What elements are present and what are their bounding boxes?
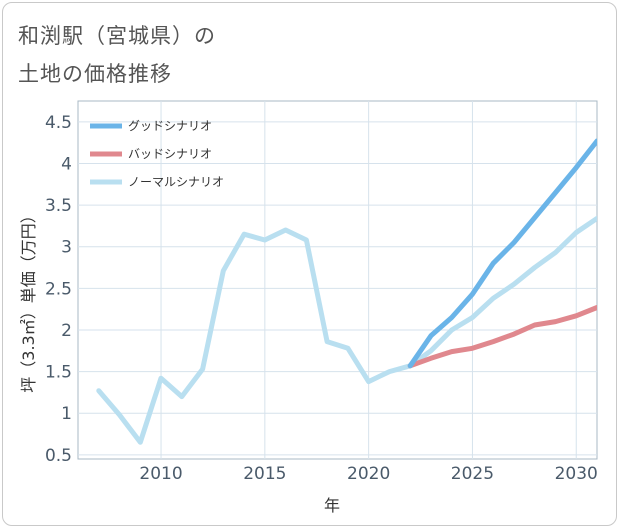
y-tick-label: 4 (61, 154, 72, 174)
y-tick-label: 4.5 (45, 113, 72, 133)
legend-item-bad-label: バッドシナリオ (128, 147, 212, 161)
legend-item-normal-label: ノーマルシナリオ (128, 175, 224, 189)
legend-item-good-label: グッドシナリオ (128, 119, 212, 133)
x-tick-label: 2025 (451, 464, 494, 484)
y-tick-label: 1.5 (45, 363, 72, 383)
x-tick-label: 2020 (347, 464, 390, 484)
y-tick-label: 2.5 (45, 279, 72, 299)
y-tick-labels: 0.5 1 1.5 2 2.5 3 3.5 4 4.5 (45, 113, 72, 466)
y-tick-label: 0.5 (45, 446, 72, 466)
good-scenario-line (407, 138, 597, 369)
y-tick-label: 2 (61, 321, 72, 341)
chart-title-line1: 和渕駅（宮城県）の (18, 24, 216, 48)
normal-scenario-line (96, 215, 597, 445)
x-tick-label: 2030 (555, 464, 598, 484)
y-tick-label: 1 (61, 404, 72, 424)
chart-title-line2: 土地の価格推移 (18, 62, 172, 86)
plot-area-border (77, 100, 598, 460)
x-tick-label: 2010 (139, 464, 182, 484)
x-axis-label: 年 (324, 496, 340, 515)
y-tick-label: 3 (61, 238, 72, 258)
series-lines (96, 138, 597, 445)
x-tick-label: 2015 (243, 464, 286, 484)
x-tick-labels: 2010 2015 2020 2025 2030 (139, 464, 597, 484)
y-tick-label: 3.5 (45, 196, 72, 216)
y-axis-label: 坪（3.3㎡）単価（万円） (19, 207, 38, 392)
bad-scenario-line (407, 305, 597, 369)
